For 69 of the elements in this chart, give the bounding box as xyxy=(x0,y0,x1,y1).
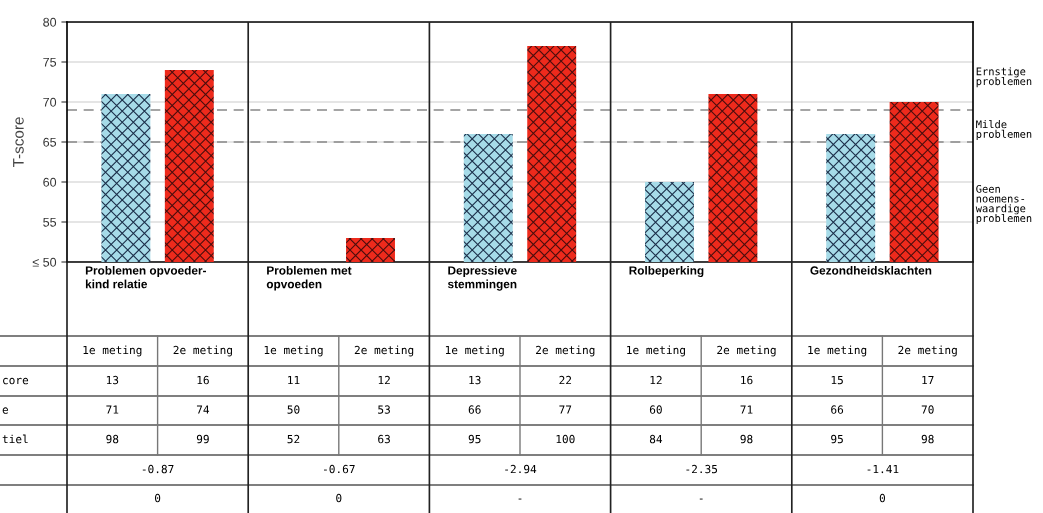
x-tick-label: Rolbeperking xyxy=(629,266,704,278)
text: 1e meting xyxy=(445,345,504,357)
text: 13 xyxy=(469,375,481,385)
y-tick-label: ≤ 50 xyxy=(32,257,57,267)
text: 100 xyxy=(556,434,575,444)
text: 2e meting xyxy=(354,345,414,357)
text: 60 xyxy=(649,405,662,414)
text: e xyxy=(2,407,9,414)
y-tick-label: 70 xyxy=(43,97,57,107)
text: 63 xyxy=(378,434,390,444)
text: 50 xyxy=(287,405,300,414)
text: 98 xyxy=(921,434,934,444)
x-tick-label: Depressieve stemmingen xyxy=(447,266,517,291)
text: - xyxy=(699,498,703,500)
y-tick-label: 75 xyxy=(43,57,57,67)
text: 1e meting xyxy=(264,345,323,357)
text: 98 xyxy=(740,434,753,444)
text: -2.35 xyxy=(686,464,718,474)
text: 66 xyxy=(468,405,481,414)
text: 13 xyxy=(106,375,119,385)
text: 84 xyxy=(649,434,663,444)
text: 95 xyxy=(831,434,843,444)
text: - xyxy=(518,498,522,500)
text: 2e meting xyxy=(898,345,957,357)
text: 1e meting xyxy=(808,345,867,357)
text: 22 xyxy=(559,375,572,385)
text: 99 xyxy=(196,434,209,444)
text: 12 xyxy=(650,375,662,385)
text: 66 xyxy=(831,405,844,414)
text: 71 xyxy=(106,405,119,414)
text: 2e meting xyxy=(717,345,776,357)
text: 95 xyxy=(468,434,481,444)
y-axis-title: T-score xyxy=(13,117,24,168)
text: 2e meting xyxy=(536,345,595,357)
x-tick-label: Problemen opvoeder- kind relatie xyxy=(85,266,207,289)
text: -1.41 xyxy=(867,464,899,474)
text: Milde problemen xyxy=(976,120,1032,140)
text: 16 xyxy=(741,375,753,385)
text: 1e meting xyxy=(627,345,685,357)
text: -0.87 xyxy=(142,464,174,474)
text: 52 xyxy=(287,434,300,444)
x-tick-label: Problemen met opvoeden xyxy=(266,266,352,291)
text: -0.67 xyxy=(324,464,355,474)
text: 71 xyxy=(740,405,753,414)
text: 1e meting xyxy=(83,345,142,357)
text: 74 xyxy=(196,405,210,414)
text: 98 xyxy=(106,434,119,444)
text: core xyxy=(3,377,29,385)
y-tick-label: 65 xyxy=(43,137,57,147)
text: 11 xyxy=(288,375,300,385)
text: 0 xyxy=(336,493,342,503)
text: 12 xyxy=(378,375,390,385)
text: 77 xyxy=(559,405,572,414)
text: 16 xyxy=(197,375,209,385)
y-tick-label: 80 xyxy=(43,17,57,27)
text: Ernstige problemen xyxy=(976,67,1032,88)
text: 0 xyxy=(879,493,886,503)
y-tick-label: 60 xyxy=(43,177,57,187)
text: 70 xyxy=(921,405,934,414)
text: Geen noemens- waardige problemen xyxy=(975,184,1032,225)
text: 15 xyxy=(831,375,843,385)
text: 0 xyxy=(154,493,161,503)
text: 53 xyxy=(378,405,390,414)
text: tiel xyxy=(2,434,28,444)
y-tick-label: 55 xyxy=(43,217,57,227)
text: 2e meting xyxy=(173,345,232,357)
text: -2.94 xyxy=(505,464,537,474)
x-tick-label: Gezondheidsklachten xyxy=(810,266,932,275)
text: 17 xyxy=(922,375,934,385)
